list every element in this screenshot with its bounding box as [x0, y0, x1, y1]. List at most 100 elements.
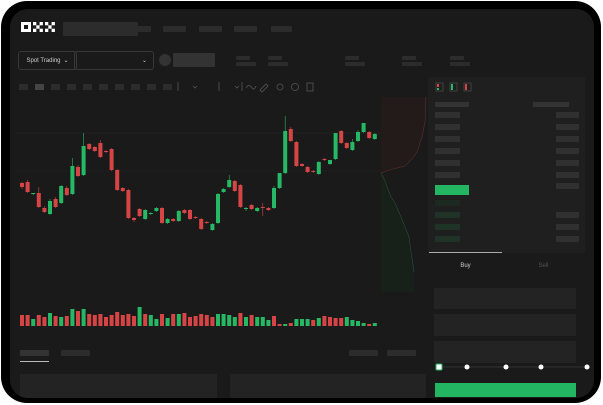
volume-bar: [367, 324, 372, 326]
volume-bar: [322, 316, 327, 326]
candle: [288, 127, 293, 142]
volume-bar: [272, 316, 276, 326]
volume-bar: [154, 319, 159, 326]
interval-button[interactable]: [35, 84, 44, 90]
candle: [143, 209, 148, 220]
candle-body: [20, 183, 24, 187]
candle: [31, 193, 36, 195]
active-tab-underline: [20, 361, 49, 362]
candle: [126, 189, 131, 219]
nav-item[interactable]: [271, 26, 292, 32]
amount-input[interactable]: [434, 314, 576, 336]
candle-body: [143, 210, 148, 219]
candle-body: [311, 171, 316, 172]
interval-button[interactable]: [67, 84, 76, 90]
tab-open-orders[interactable]: [20, 350, 49, 356]
volume-bar: [104, 317, 108, 326]
volume-bar: [165, 318, 170, 326]
candle-body: [76, 167, 80, 176]
candle-body: [160, 208, 164, 223]
pair-selector[interactable]: ⌄: [74, 51, 154, 70]
interval-button[interactable]: [131, 84, 140, 90]
total-input[interactable]: [434, 341, 576, 363]
candle: [48, 199, 52, 215]
candle: [311, 170, 316, 173]
bid-amount: [556, 212, 579, 218]
stat-value: [268, 62, 288, 66]
bid-amount: [556, 224, 579, 230]
candle-body: [199, 219, 204, 229]
candle-body: [204, 222, 209, 223]
interval-button[interactable]: [99, 84, 108, 90]
candle: [70, 158, 75, 195]
nav-item[interactable]: [129, 26, 151, 32]
candle: [361, 123, 366, 133]
candle-body: [260, 207, 265, 208]
volume-bar: [115, 312, 120, 326]
volume-bar: [356, 321, 360, 326]
candle: [294, 141, 299, 167]
interval-button[interactable]: [51, 84, 60, 90]
bid-price: [435, 200, 460, 206]
volume-bar: [76, 311, 80, 326]
candle: [372, 133, 377, 140]
volume-bar: [333, 318, 338, 326]
candle-body: [249, 205, 254, 209]
volume-bar: [232, 317, 237, 326]
volume-bar: [294, 319, 299, 326]
volume-bar: [148, 315, 153, 326]
chevron-down-icon: ⌄: [63, 58, 69, 64]
price-input[interactable]: [434, 288, 576, 309]
interval-button[interactable]: [83, 84, 92, 90]
candle: [356, 130, 360, 142]
volume-bar: [137, 307, 142, 326]
volume-bar: [42, 317, 47, 326]
interval-button[interactable]: [147, 84, 156, 90]
chart-tools-icons[interactable]: [177, 82, 314, 93]
tab-buy[interactable]: Buy: [429, 257, 502, 275]
candle: [232, 180, 237, 192]
tab-sell[interactable]: Sell: [502, 257, 585, 275]
candle: [204, 221, 209, 224]
tab-order-history[interactable]: [61, 350, 90, 356]
interval-button[interactable]: [19, 84, 28, 90]
interval-button[interactable]: [163, 84, 172, 90]
nav-item[interactable]: [199, 26, 222, 32]
candle-body: [193, 217, 198, 218]
volume-bar: [221, 314, 226, 326]
volume-bar: [350, 320, 355, 326]
interval-button[interactable]: [115, 84, 124, 90]
nav-item[interactable]: [163, 26, 186, 32]
candle-body: [272, 188, 276, 208]
buy-button[interactable]: [435, 383, 576, 397]
candle: [322, 158, 327, 161]
candlestick-chart[interactable]: [10, 9, 594, 398]
volume-bar: [188, 317, 192, 326]
bottom-panel-left: [20, 374, 217, 398]
volume-bar: [92, 315, 97, 326]
candle: [109, 148, 114, 171]
volume-bar: [20, 315, 24, 326]
candle: [305, 166, 310, 173]
candle: [182, 209, 187, 214]
pair-name: [173, 53, 215, 67]
amount-slider[interactable]: [434, 361, 594, 373]
chevron-down-icon: ⌄: [141, 58, 147, 64]
candle: [255, 207, 260, 212]
stat-label: [345, 56, 359, 60]
market-type-selector[interactable]: Spot Trading ⌄: [18, 51, 77, 70]
candle: [81, 133, 86, 176]
volume-bar: [288, 323, 293, 326]
volume-bar: [227, 315, 232, 326]
candle: [176, 210, 181, 222]
candle-body: [31, 193, 36, 194]
candle-body: [53, 199, 58, 207]
order-book-view-icons[interactable]: [435, 82, 476, 92]
nav-item[interactable]: [234, 26, 257, 32]
candle-body: [42, 208, 47, 212]
search-bar[interactable]: [63, 22, 138, 36]
candle: [367, 131, 372, 139]
filter-button[interactable]: [349, 350, 378, 356]
candle-body: [288, 129, 293, 141]
filter-button[interactable]: [387, 350, 416, 356]
